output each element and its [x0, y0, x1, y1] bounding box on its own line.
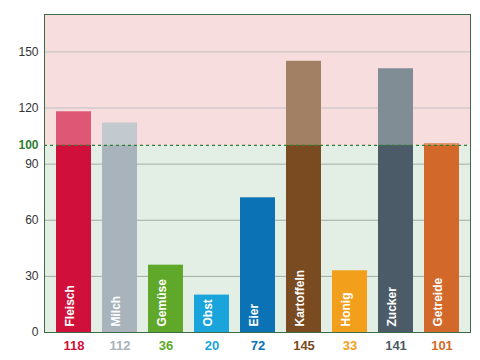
svg-text:36: 36: [159, 338, 173, 353]
svg-text:0: 0: [32, 325, 39, 339]
svg-text:Getreide: Getreide: [431, 277, 445, 326]
svg-text:145: 145: [293, 338, 315, 353]
svg-text:Honig: Honig: [339, 293, 353, 327]
svg-text:120: 120: [18, 101, 38, 115]
svg-text:101: 101: [431, 338, 453, 353]
svg-text:Fleisch: Fleisch: [63, 285, 77, 326]
svg-text:30: 30: [25, 269, 39, 283]
svg-text:Kartoffeln: Kartoffeln: [293, 270, 307, 327]
svg-text:33: 33: [343, 338, 357, 353]
svg-text:60: 60: [25, 213, 39, 227]
svg-text:Zucker: Zucker: [385, 287, 399, 327]
svg-text:Obst: Obst: [201, 299, 215, 326]
svg-text:150: 150: [18, 45, 38, 59]
svg-text:72: 72: [251, 338, 265, 353]
svg-text:Gemüse: Gemüse: [155, 279, 169, 327]
svg-text:Eier: Eier: [247, 303, 261, 326]
svg-text:141: 141: [385, 338, 407, 353]
svg-text:20: 20: [205, 338, 219, 353]
svg-text:112: 112: [110, 338, 131, 353]
svg-text:Milch: Milch: [109, 296, 123, 327]
svg-text:118: 118: [64, 338, 85, 353]
svg-text:90: 90: [25, 157, 39, 171]
svg-text:100: 100: [18, 138, 38, 152]
